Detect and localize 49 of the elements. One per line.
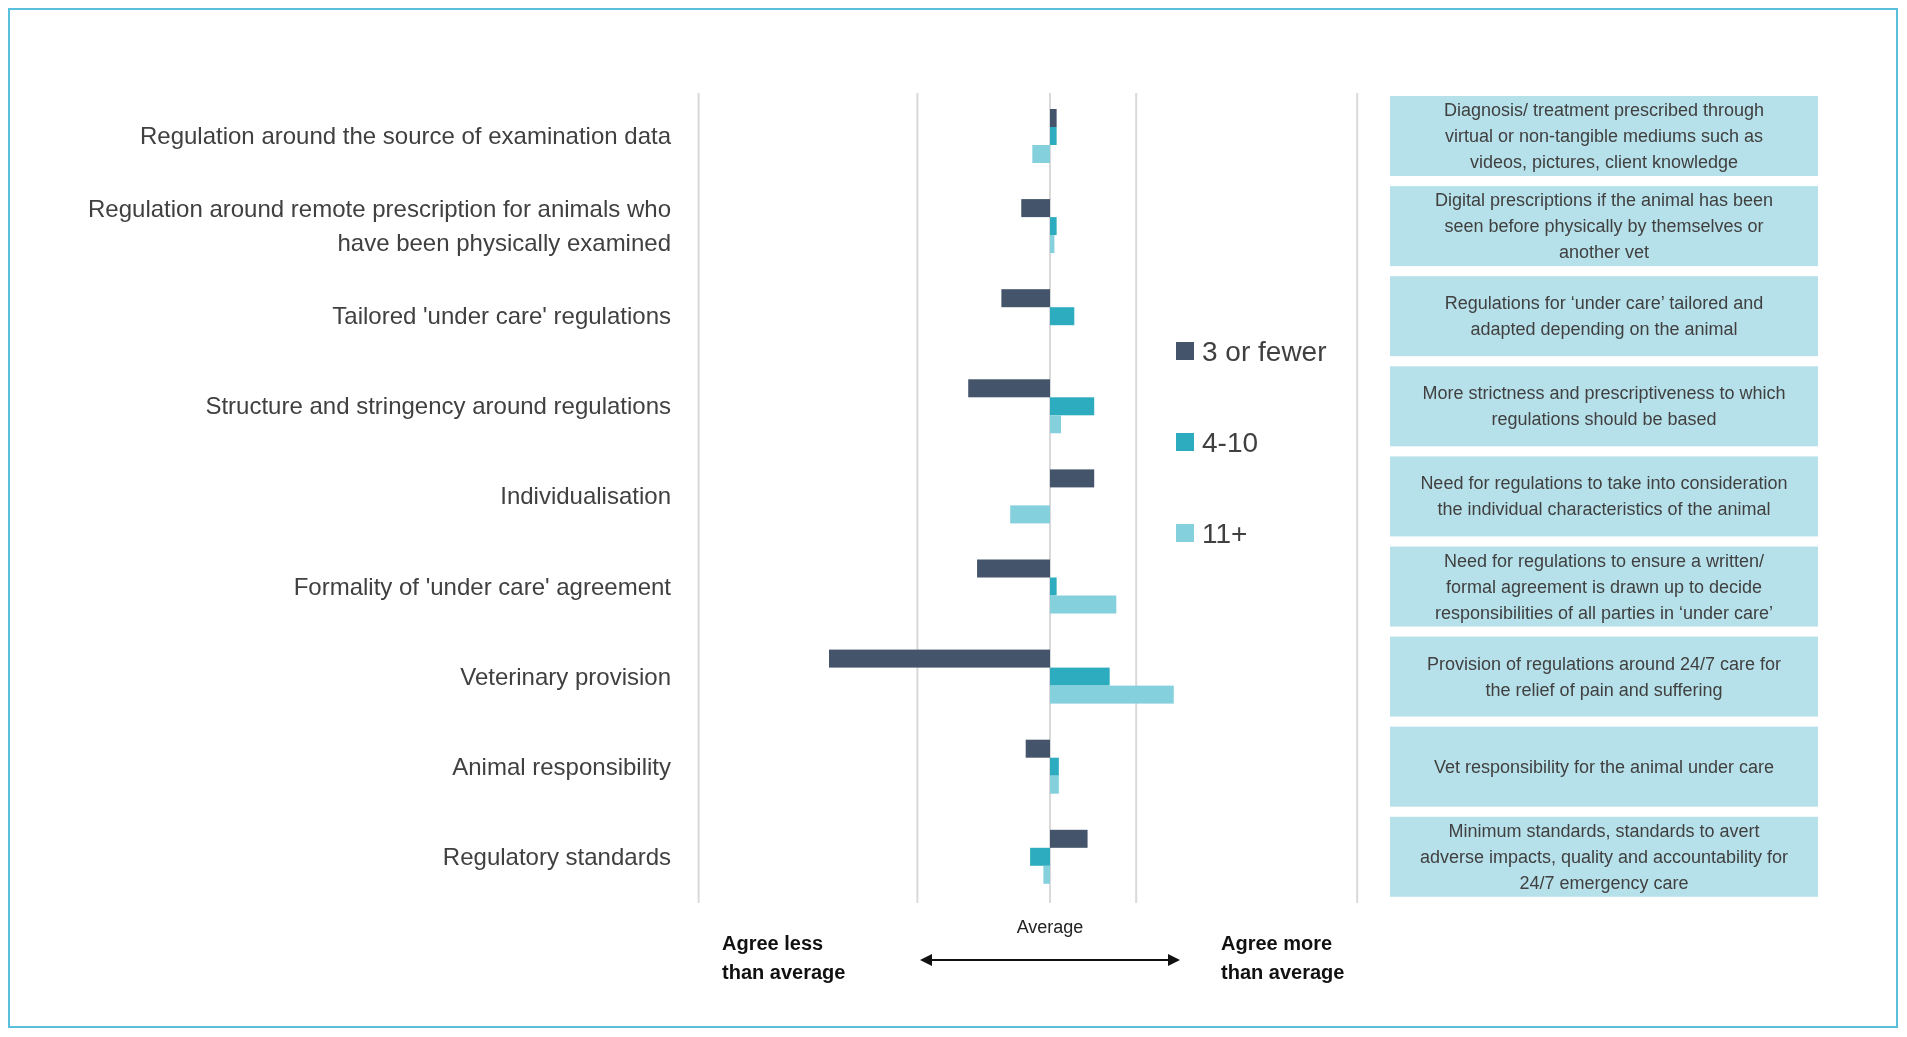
- bar: [1050, 757, 1059, 776]
- bar: [1050, 127, 1057, 145]
- y-tick-label: Individualisation: [500, 482, 671, 510]
- bar: [1010, 505, 1050, 524]
- text: Agree more than average: [1221, 932, 1345, 983]
- bar: [1050, 217, 1057, 236]
- bar: [1050, 595, 1117, 614]
- y-tick-label: Regulatory standards: [442, 842, 671, 870]
- y-tick-label: Animal responsibility: [452, 752, 671, 780]
- text: Minimum standards, standards to avert adverse impacts, quality and accountability for 24/7 emergency care: [1419, 820, 1789, 893]
- bar: [1050, 235, 1055, 254]
- bar: [1050, 667, 1110, 686]
- bar: [1021, 199, 1050, 218]
- bar: [1050, 469, 1095, 488]
- y-tick-label: Tailored 'under care' regulations: [332, 302, 671, 330]
- legend-label: 4-10: [1202, 427, 1259, 458]
- text: Diagnosis/ treatment prescribed through virtual or non-tangible mediums such as videos, pictures, client knowledge: [1443, 100, 1765, 172]
- text: Agree less than average: [722, 932, 846, 983]
- y-tick-label: Structure and stringency around regulations: [205, 392, 671, 420]
- text: Need for regulations to take into consideration the individual characteristics of the animal: [1420, 473, 1788, 520]
- text: Vet responsibility for the animal under care: [1433, 756, 1775, 777]
- bar: [829, 649, 1050, 668]
- bar: [1043, 865, 1050, 884]
- bar: [1050, 109, 1057, 127]
- bar: [977, 559, 1050, 578]
- bar: [1050, 829, 1088, 848]
- bar: [1030, 847, 1050, 866]
- legend-label: 3 or fewer: [1202, 336, 1327, 367]
- text: Need for regulations to ensure a written/ formal agreement is drawn up to decide responsibilities of all parties in ‘under care’: [1434, 550, 1774, 623]
- bar: [1050, 397, 1095, 416]
- y-tick-label: Regulation around remote prescription for animals who have been physically examined: [88, 195, 671, 257]
- legend-label: 11+: [1202, 518, 1248, 549]
- y-tick-label: Veterinary provision: [460, 662, 671, 690]
- text: Digital prescriptions if the animal has been seen before physically by themselves or another vet: [1434, 190, 1774, 263]
- bar: [1001, 289, 1050, 308]
- bar: [1050, 577, 1057, 596]
- text: More strictness and prescriptiveness to which regulations should be based: [1422, 383, 1786, 430]
- text: Provision of regulations around 24/7 care for the relief of pain and suffering: [1426, 653, 1782, 700]
- bar: [1025, 739, 1050, 758]
- text: Regulations for ‘under care’ tailored and adapted depending on the animal: [1444, 293, 1764, 340]
- y-tick-label: Regulation around the source of examination data: [139, 122, 672, 149]
- bar: [1032, 145, 1050, 163]
- bar: [968, 379, 1050, 398]
- y-tick-label: Formality of 'under care' agreement: [293, 572, 672, 600]
- bar: [1050, 307, 1075, 326]
- bar: [1050, 775, 1059, 794]
- bar: [1050, 685, 1174, 704]
- bar: [1050, 415, 1062, 434]
- ref-line-label: Average: [1016, 917, 1084, 937]
